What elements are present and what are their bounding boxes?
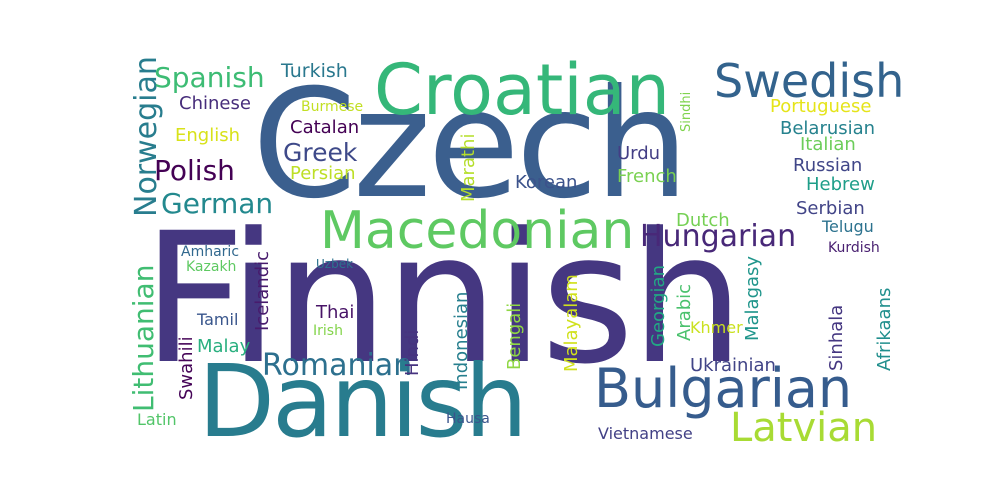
word-malayalam: Malayalam — [561, 274, 582, 372]
word-amharic: Amharic — [181, 244, 240, 260]
word-hungarian: Hungarian — [640, 219, 797, 254]
word-korean: Korean — [515, 172, 578, 193]
word-burmese: Burmese — [301, 99, 364, 115]
word-hausa: Hausa — [446, 411, 490, 427]
word-spanish: Spanish — [154, 61, 265, 94]
word-georgian: Georgian — [648, 265, 669, 347]
word-sindhi: Sindhi — [679, 91, 694, 132]
word-malay: Malay — [197, 336, 251, 357]
word-ukrainian: Ukrainian — [690, 355, 776, 376]
word-romanian: Romanian — [262, 348, 413, 383]
word-czech: Czech — [252, 58, 689, 232]
word-italian: Italian — [800, 134, 856, 155]
word-german: German — [161, 187, 274, 220]
word-indonesian: Indonesian — [451, 291, 472, 390]
word-uzbek: Uzbek — [316, 257, 354, 271]
word-bulgarian: Bulgarian — [594, 357, 853, 420]
word-latin: Latin — [137, 410, 177, 429]
word-macedonian: Macedonian — [320, 201, 635, 261]
word-swedish: Swedish — [714, 54, 905, 108]
word-greek: Greek — [283, 138, 358, 167]
word-latvian: Latvian — [730, 405, 878, 451]
word-chinese: Chinese — [179, 93, 251, 114]
word-hebrew: Hebrew — [806, 174, 875, 195]
word-lithuanian: Lithuanian — [127, 264, 160, 412]
word-persian: Persian — [290, 163, 356, 184]
word-malagasy: Malagasy — [742, 255, 763, 341]
word-tamil: Tamil — [197, 310, 239, 329]
word-finnish: Finnish — [142, 195, 744, 404]
word-hindi: Hindi — [402, 329, 423, 376]
word-irish: Irish — [313, 323, 343, 339]
word-catalan: Catalan — [290, 117, 360, 138]
word-dutch: Dutch — [676, 210, 730, 231]
word-bengali: Bengali — [504, 302, 525, 370]
word-russian: Russian — [793, 155, 863, 176]
word-afrikaans: Afrikaans — [874, 287, 895, 371]
word-thai: Thai — [316, 302, 355, 323]
word-french: French — [617, 166, 677, 187]
word-khmer: Khmer — [690, 318, 743, 337]
word-danish: Danish — [198, 343, 528, 460]
word-portuguese: Portuguese — [770, 96, 872, 117]
word-belarusian: Belarusian — [780, 118, 876, 139]
word-icelandic: Icelandic — [252, 250, 273, 331]
word-polish: Polish — [154, 154, 235, 187]
word-swahili: Swahili — [176, 336, 197, 400]
word-turkish: Turkish — [281, 60, 348, 82]
word-kurdish: Kurdish — [828, 240, 880, 256]
word-urdu: Urdu — [617, 143, 661, 164]
word-marathi: Marathi — [458, 133, 479, 202]
word-kazakh: Kazakh — [186, 259, 237, 275]
word-telugu: Telugu — [822, 217, 874, 236]
word-sinhala: Sinhala — [826, 304, 847, 371]
word-croatian: Croatian — [374, 49, 670, 131]
word-english: English — [175, 125, 240, 146]
word-vietnamese: Vietnamese — [598, 424, 693, 443]
word-serbian: Serbian — [796, 198, 865, 219]
